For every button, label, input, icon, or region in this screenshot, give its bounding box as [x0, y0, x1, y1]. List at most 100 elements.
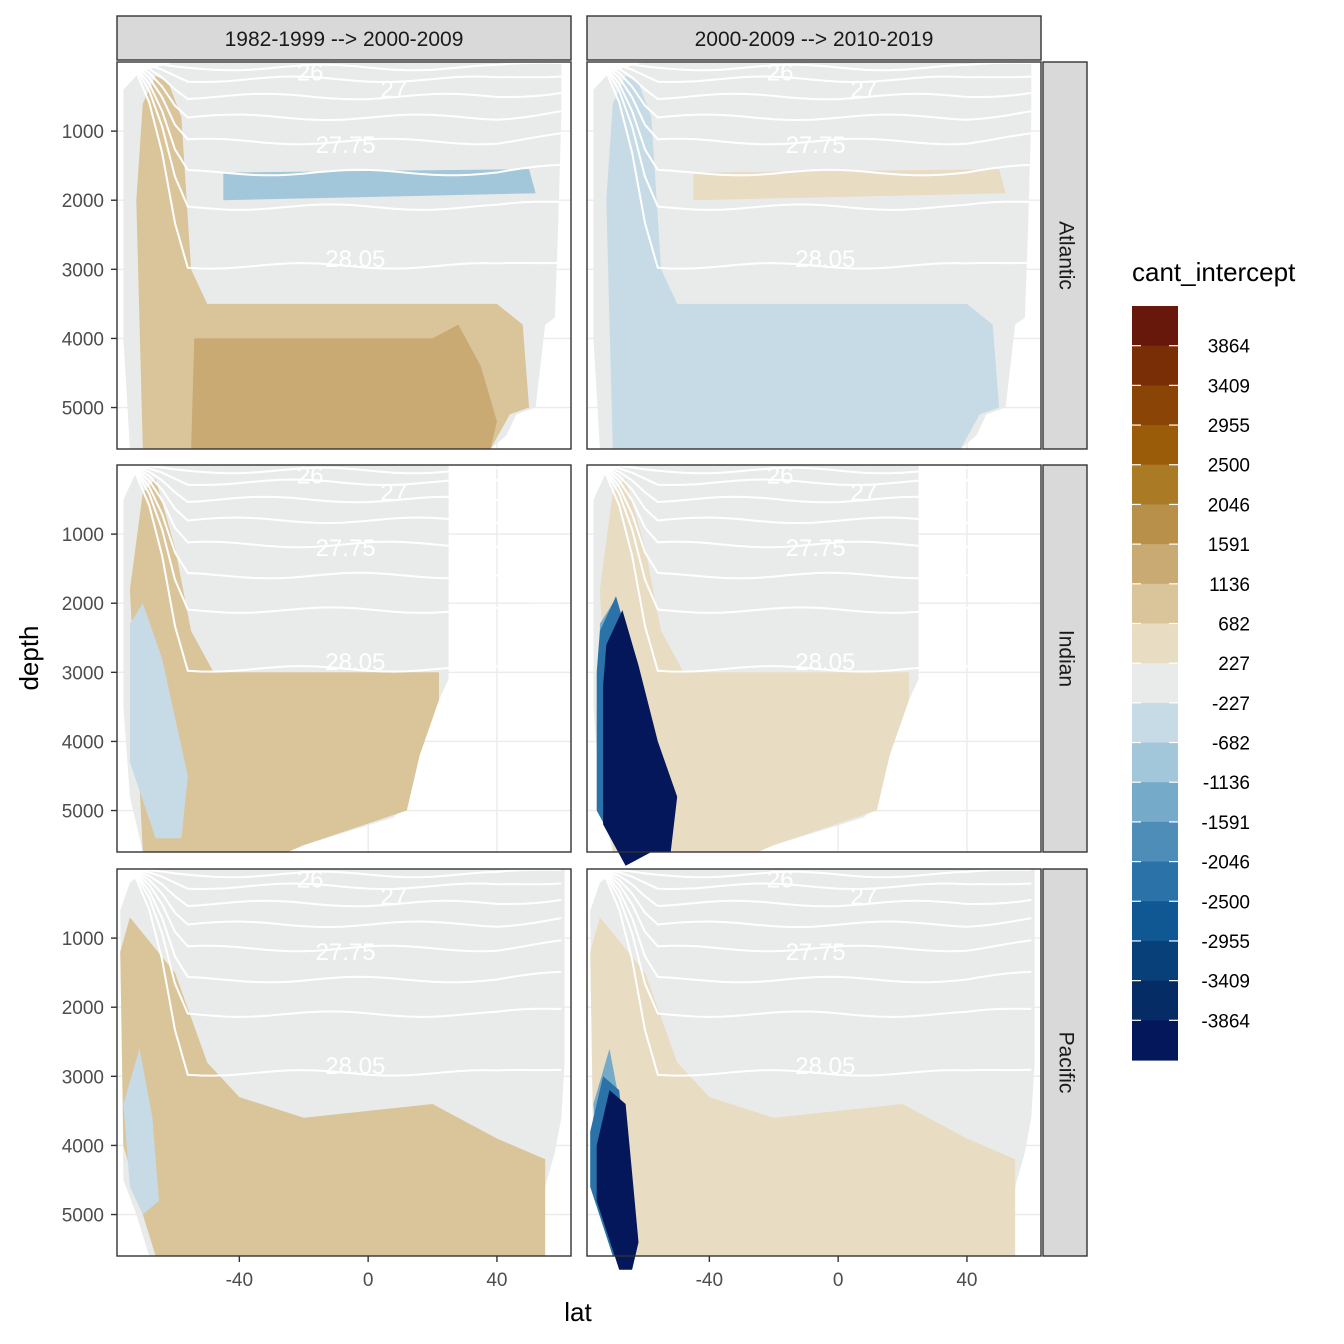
y-tick-label: 4000: [62, 329, 104, 350]
legend-label: 2955: [1208, 416, 1250, 437]
y-tick-label: 3000: [62, 663, 104, 684]
isopycnal-line: [123, 464, 562, 549]
isopycnal-line: [122, 464, 562, 673]
legend-swatch: [1132, 821, 1178, 863]
isopycnal-line: [592, 464, 1032, 614]
isopycnal-line: [123, 464, 562, 525]
x-tick-label: 40: [486, 1270, 507, 1291]
isopycnal-line: [593, 464, 1032, 580]
field-anomaly: [129, 603, 188, 839]
isopycnal-line: [592, 868, 1032, 1077]
panel-border: [116, 61, 572, 450]
legend-label: 3409: [1208, 376, 1250, 397]
y-tick-label: 1000: [62, 122, 104, 143]
isopycnal-label: 27: [381, 480, 408, 507]
x-axis-title: lat: [564, 1297, 592, 1327]
legend-swatch: [1132, 583, 1178, 625]
facet-strip-column-label: 2000-2009 --> 2010-2019: [695, 28, 934, 51]
legend-label: -3409: [1201, 972, 1250, 993]
legend-label: 1136: [1209, 575, 1250, 596]
y-tick-label: 2000: [62, 191, 104, 212]
isopycnal-label: 27.75: [786, 535, 846, 562]
isopycnal-line: [593, 868, 1032, 879]
legend-label: -1136: [1203, 773, 1250, 794]
legend-label: 682: [1218, 614, 1250, 635]
isopycnal-line: [593, 61, 1032, 101]
legend-label: -2955: [1201, 932, 1250, 953]
legend-swatch: [1132, 980, 1178, 1021]
isopycnal-line: [592, 868, 1032, 1018]
isopycnal-line: [593, 464, 1032, 525]
isopycnal-line: [592, 61, 1032, 211]
isopycnal-line: [593, 61, 1032, 146]
panel-atlantic-1: 26 27 27.75 28.05: [116, 59, 572, 450]
isopycnal-label: 27: [851, 77, 878, 104]
panel-border: [586, 61, 1042, 450]
isopycnal-line: [122, 868, 562, 1018]
isopycnal-label: 26: [767, 462, 794, 489]
legend-label: -2046: [1201, 853, 1250, 874]
isopycnal-line: [123, 868, 562, 929]
y-tick-label: 3000: [62, 260, 104, 281]
isopycnal-label: 27.75: [786, 132, 846, 159]
y-tick-label: 4000: [62, 1136, 104, 1157]
isopycnal-line: [122, 868, 562, 1077]
legend-label: -3864: [1201, 1011, 1250, 1032]
isopycnal-line: [593, 868, 1032, 953]
legend-swatch: [1132, 544, 1178, 585]
y-tick-label: 1000: [62, 525, 104, 546]
isopycnal-label: 28.05: [795, 649, 855, 676]
isopycnal-line: [593, 61, 1032, 72]
isopycnal-line: [593, 464, 1032, 549]
isopycnal-line: [593, 868, 1032, 891]
isopycnal-line: [593, 464, 1032, 475]
legend-swatch: [1132, 940, 1178, 982]
isopycnal-label: 26: [767, 866, 794, 893]
legend-swatch: [1132, 782, 1178, 823]
legend-label: 227: [1218, 654, 1250, 675]
isopycnal-label: 27: [851, 884, 878, 911]
field-strong-negative-core: [603, 610, 678, 866]
facet-strip-column: [586, 15, 1042, 61]
legend-label: -682: [1212, 734, 1250, 755]
isopycnal-line: [123, 464, 562, 504]
facet-strip-column-label: 1982-1999 --> 2000-2009: [225, 28, 464, 51]
legend-swatch: [1132, 1020, 1178, 1061]
facet-strip-row: [1042, 464, 1088, 853]
isopycnal-label: 27.75: [316, 939, 376, 966]
legend-swatch: [1132, 464, 1178, 506]
legend-swatch: [1132, 425, 1178, 466]
isopycnal-label: 28.05: [795, 246, 855, 273]
legend-swatch: [1132, 742, 1178, 783]
isopycnal-line: [123, 61, 562, 72]
isopycnal-line: [123, 464, 562, 487]
facet-strip-column: [116, 15, 572, 61]
y-tick-label: 3000: [62, 1067, 104, 1088]
isopycnal-line: [593, 61, 1032, 177]
facet-strip-row-label: Indian: [1054, 630, 1077, 687]
isopycnal-line: [123, 868, 562, 879]
isopycnal-line: [122, 61, 562, 211]
isopycnal-label: 27: [851, 480, 878, 507]
legend-label: -1591: [1201, 813, 1250, 834]
field-deep-water: [191, 324, 497, 449]
legend-swatch: [1132, 306, 1178, 347]
field-deep-water: [661, 324, 967, 449]
isopycnal-label: 26: [297, 866, 324, 893]
isopycnal-label: 28.05: [325, 1053, 385, 1080]
isopycnal-line: [592, 464, 1032, 673]
legend-label: 2046: [1208, 495, 1250, 516]
facet-strip-row-label: Atlantic: [1054, 221, 1077, 290]
isopycnal-line: [122, 464, 562, 614]
isopycnal-line: [593, 464, 1032, 504]
isopycnal-line: [123, 464, 562, 580]
y-axis-title: depth: [14, 625, 44, 690]
isopycnal-label: 27: [381, 884, 408, 911]
field-deep-water: [590, 917, 1016, 1256]
x-tick-label: 0: [363, 1270, 374, 1291]
legend-swatch: [1132, 861, 1178, 902]
isopycnal-line: [123, 868, 562, 891]
field-anomaly: [693, 169, 1006, 201]
field-strong-negative-core: [596, 1090, 639, 1270]
